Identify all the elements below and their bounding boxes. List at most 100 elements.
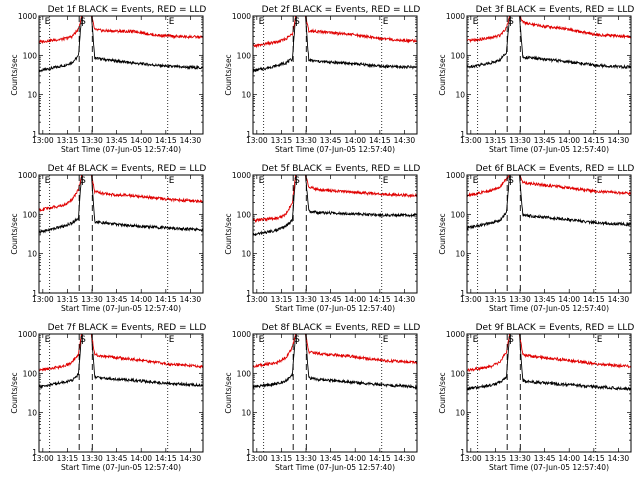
plot-frame [466,15,632,135]
x-axis-label: Start Time (07-Jun-05 12:57:40) [61,145,181,154]
x-tick-label: 14:00 [558,454,580,463]
y-tick-label: 1 [460,448,465,457]
y-tick-label: 100 [237,210,252,219]
end-marker-label: E [169,335,175,345]
end-marker-label: E [383,17,389,27]
series-events [253,334,417,390]
detector-panel-9: Det 9f BLACK = Events, RED = LLD E S E 1 10 10… [438,323,634,472]
x-tick-label: 14:15 [583,295,605,304]
x-tick-label: 14:15 [583,454,605,463]
x-tick-label: 13:15 [271,136,293,145]
x-tick-label: 14:30 [608,295,630,304]
x-tick-label: 13:30 [295,454,317,463]
x-tick-label: 13:15 [485,295,507,304]
x-tick-label: 14:15 [155,295,177,304]
x-tick-label: 14:15 [369,136,391,145]
x-tick-label: 13:45 [106,295,128,304]
saa-marker-label: S [508,335,514,345]
y-tick-label: 1 [32,130,37,139]
detector-panel-8: Det 8f BLACK = Events, RED = LLD E S E 1 10 10… [224,323,420,472]
x-axis-label: Start Time (07-Jun-05 12:57:40) [275,463,395,472]
x-tick-label: 13:45 [320,454,342,463]
y-tick-label: 1 [246,289,251,298]
series-events [253,175,417,237]
panel-title: Det 2f BLACK = Events, RED = LLD [262,5,421,15]
detector-panel-2: Det 2f BLACK = Events, RED = LLD E S E 1 10 10… [224,5,420,154]
x-tick-label: 14:15 [369,295,391,304]
start-marker-label: E [473,335,479,345]
series-events [39,175,203,235]
detector-panel-7: Det 7f BLACK = Events, RED = LLD E S E 1 10 10… [10,323,206,472]
y-axis-label: Counts/sec [438,213,447,254]
plot-frame [466,174,632,294]
x-tick-label: 13:30 [509,136,531,145]
y-axis-label: Counts/sec [224,54,233,95]
y-tick-label: 10 [27,250,37,259]
y-axis-label: Counts/sec [10,372,19,413]
panel-title: Det 7f BLACK = Events, RED = LLD [48,323,207,333]
series-lld [39,16,203,44]
end-marker-label: E [383,176,389,186]
detector-panel-4: Det 4f BLACK = Events, RED = LLD E S E 1 10 10… [10,164,206,313]
x-tick-label: 14:00 [344,295,366,304]
end-marker-label: E [597,17,603,27]
end-marker-label: E [597,335,603,345]
x-tick-label: 13:00 [246,295,268,304]
y-tick-label: 100 [237,369,252,378]
plot-frame [252,333,418,453]
saa-marker-label: S [80,176,86,186]
y-tick-label: 10 [27,91,37,100]
start-marker-label: E [473,17,479,27]
saa-marker-label: S [294,335,300,345]
series-lld [253,334,417,368]
x-tick-label: 13:00 [32,454,54,463]
x-tick-label: 13:45 [320,295,342,304]
y-tick-label: 1 [460,130,465,139]
y-tick-label: 100 [451,51,466,60]
x-tick-label: 13:00 [246,136,268,145]
x-tick-label: 13:00 [460,295,482,304]
x-tick-label: 13:30 [81,136,103,145]
series-events [467,16,631,70]
x-tick-label: 13:15 [485,136,507,145]
x-tick-label: 14:00 [130,136,152,145]
x-tick-label: 14:00 [130,454,152,463]
end-marker-label: E [169,176,175,186]
y-tick-label: 100 [451,210,466,219]
x-tick-label: 13:15 [57,454,79,463]
saa-marker-label: S [80,335,86,345]
series-lld [39,334,203,372]
x-tick-label: 14:30 [180,454,202,463]
series-lld [467,334,631,373]
x-tick-label: 14:30 [394,136,416,145]
saa-marker-label: S [508,17,514,27]
x-tick-label: 13:30 [509,295,531,304]
y-tick-label: 1000 [18,12,37,21]
start-marker-label: E [259,17,265,27]
series-events [253,16,417,73]
x-tick-label: 14:00 [130,295,152,304]
x-tick-label: 13:45 [534,295,556,304]
x-tick-label: 13:00 [32,136,54,145]
x-tick-label: 13:45 [534,136,556,145]
y-tick-label: 100 [23,51,38,60]
x-tick-label: 13:00 [460,136,482,145]
detector-panel-5: Det 5f BLACK = Events, RED = LLD E S E 1 10 10… [224,164,420,313]
y-axis-label: Counts/sec [224,213,233,254]
y-tick-label: 10 [27,409,37,418]
detector-panel-6: Det 6f BLACK = Events, RED = LLD E S E 1 10 10… [438,164,634,313]
panel-title: Det 4f BLACK = Events, RED = LLD [48,164,207,174]
y-axis-label: Counts/sec [10,54,19,95]
start-marker-label: E [473,176,479,186]
x-tick-label: 13:45 [106,136,128,145]
y-tick-label: 10 [455,250,465,259]
x-tick-label: 14:15 [155,454,177,463]
x-tick-label: 14:15 [155,136,177,145]
x-tick-label: 14:00 [558,136,580,145]
y-tick-label: 10 [455,91,465,100]
plot-frame [38,174,204,294]
plot-frame [252,174,418,294]
end-marker-label: E [383,335,389,345]
x-tick-label: 13:00 [460,454,482,463]
y-tick-label: 10 [241,91,251,100]
